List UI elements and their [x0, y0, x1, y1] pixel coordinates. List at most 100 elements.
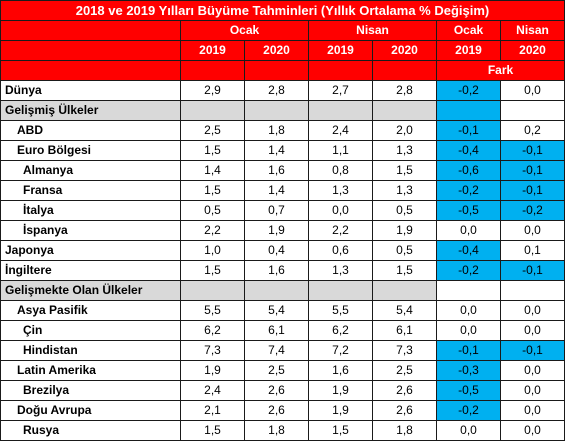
diff-cell: -0,2 [436, 80, 501, 101]
row-label: ABD [0, 120, 181, 141]
value-cell [244, 100, 309, 121]
value-cell: 1,9 [308, 400, 373, 421]
header-empty-cell [244, 60, 309, 81]
diff-cell: -0,1 [500, 260, 565, 281]
value-cell: 1,0 [180, 240, 245, 261]
group-header-ocak: Ocak [180, 20, 309, 41]
row-label: Almanya [0, 160, 181, 181]
value-cell: 0,8 [308, 160, 373, 181]
year-header: 2019 [180, 40, 245, 61]
value-cell: 1,5 [372, 260, 437, 281]
value-cell: 2,5 [180, 120, 245, 141]
value-cell: 1,1 [308, 140, 373, 161]
section-row: Gelişmekte Olan Ülkeler [0, 280, 565, 301]
value-cell: 2,7 [308, 80, 373, 101]
row-label: Asya Pasifik [0, 300, 181, 321]
row-label: İngiltere [0, 260, 181, 281]
value-cell: 6,1 [372, 320, 437, 341]
diff-cell: -0,4 [436, 140, 501, 161]
diff-cell: -0,1 [500, 180, 565, 201]
table-row: İspanya 2,2 1,9 2,2 1,9 0,0 0,0 [0, 220, 565, 241]
header-empty-cell [308, 60, 373, 81]
row-label: Japonya [0, 240, 181, 261]
diff-cell: -0,2 [436, 180, 501, 201]
header-empty-cell [0, 20, 181, 41]
value-cell [308, 100, 373, 121]
row-label: Latin Amerika [0, 360, 181, 381]
diff-cell: 0,0 [436, 220, 501, 241]
diff-cell: -0,1 [436, 340, 501, 361]
value-cell: 2,2 [180, 220, 245, 241]
section-label: Gelişmiş Ülkeler [0, 100, 181, 121]
value-cell: 7,2 [308, 340, 373, 361]
table-row: İngiltere 1,5 1,6 1,3 1,5 -0,2 -0,1 [0, 260, 565, 281]
year-header-row: 2019 2020 2019 2020 2019 2020 [0, 40, 565, 61]
value-cell [308, 280, 373, 301]
value-cell: 2,6 [244, 400, 309, 421]
value-cell: 1,5 [180, 140, 245, 161]
table-row: Doğu Avrupa 2,1 2,6 1,9 2,6 -0,2 0,0 [0, 400, 565, 421]
value-cell: 0,5 [372, 240, 437, 261]
diff-cell: 0,0 [500, 380, 565, 401]
diff-cell: 0,0 [500, 80, 565, 101]
diff-cell [500, 100, 565, 121]
diff-cell [436, 100, 501, 121]
value-cell: 1,6 [244, 260, 309, 281]
row-label: Doğu Avrupa [0, 400, 181, 421]
diff-cell: 0,0 [436, 320, 501, 341]
table-row: Hindistan 7,3 7,4 7,2 7,3 -0,1 -0,1 [0, 340, 565, 361]
row-label: Dünya [0, 80, 181, 101]
value-cell: 2,8 [244, 80, 309, 101]
diff-cell: -0,1 [436, 120, 501, 141]
value-cell: 2,1 [180, 400, 245, 421]
header-empty-cell [0, 60, 181, 81]
value-cell: 6,2 [180, 320, 245, 341]
diff-cell: 0,0 [436, 420, 501, 441]
value-cell: 6,2 [308, 320, 373, 341]
value-cell: 1,9 [308, 380, 373, 401]
value-cell: 1,9 [372, 220, 437, 241]
table-row: Çin 6,2 6,1 6,2 6,1 0,0 0,0 [0, 320, 565, 341]
group-header-fark-ocak: Ocak [436, 20, 501, 41]
diff-cell: 0,0 [500, 320, 565, 341]
value-cell: 2,5 [372, 360, 437, 381]
value-cell: 7,3 [180, 340, 245, 361]
fark-row: Fark [0, 60, 565, 81]
diff-cell: -0,1 [500, 140, 565, 161]
value-cell: 5,5 [180, 300, 245, 321]
diff-cell: 0,0 [500, 400, 565, 421]
table-row: Almanya 1,4 1,6 0,8 1,5 -0,6 -0,1 [0, 160, 565, 181]
value-cell: 2,2 [308, 220, 373, 241]
group-header-nisan: Nisan [308, 20, 437, 41]
value-cell: 1,3 [372, 180, 437, 201]
value-cell: 7,4 [244, 340, 309, 361]
value-cell: 2,0 [372, 120, 437, 141]
diff-cell: -0,5 [436, 380, 501, 401]
diff-cell: 0,0 [500, 420, 565, 441]
value-cell: 2,6 [372, 400, 437, 421]
table-row: Dünya 2,9 2,8 2,7 2,8 -0,2 0,0 [0, 80, 565, 101]
header-empty-cell [372, 60, 437, 81]
diff-cell: 0,0 [500, 300, 565, 321]
value-cell: 1,3 [372, 140, 437, 161]
value-cell: 1,3 [308, 260, 373, 281]
row-label: Rusya [0, 420, 181, 441]
section-row: Gelişmiş Ülkeler [0, 100, 565, 121]
value-cell: 1,5 [180, 180, 245, 201]
value-cell: 1,5 [180, 260, 245, 281]
value-cell: 2,6 [244, 380, 309, 401]
diff-cell: -0,1 [500, 160, 565, 181]
diff-cell [500, 280, 565, 301]
year-header: 2020 [244, 40, 309, 61]
table-body: Dünya 2,9 2,8 2,7 2,8 -0,2 0,0 Gelişmiş Ülkeler… [0, 80, 565, 441]
diff-cell: 0,1 [500, 240, 565, 261]
value-cell: 0,6 [308, 240, 373, 261]
value-cell: 2,4 [180, 380, 245, 401]
row-label: İspanya [0, 220, 181, 241]
value-cell: 1,4 [180, 160, 245, 181]
value-cell: 1,3 [308, 180, 373, 201]
value-cell: 0,7 [244, 200, 309, 221]
row-label: Çin [0, 320, 181, 341]
value-cell: 1,5 [372, 160, 437, 181]
diff-cell: 0,0 [500, 220, 565, 241]
